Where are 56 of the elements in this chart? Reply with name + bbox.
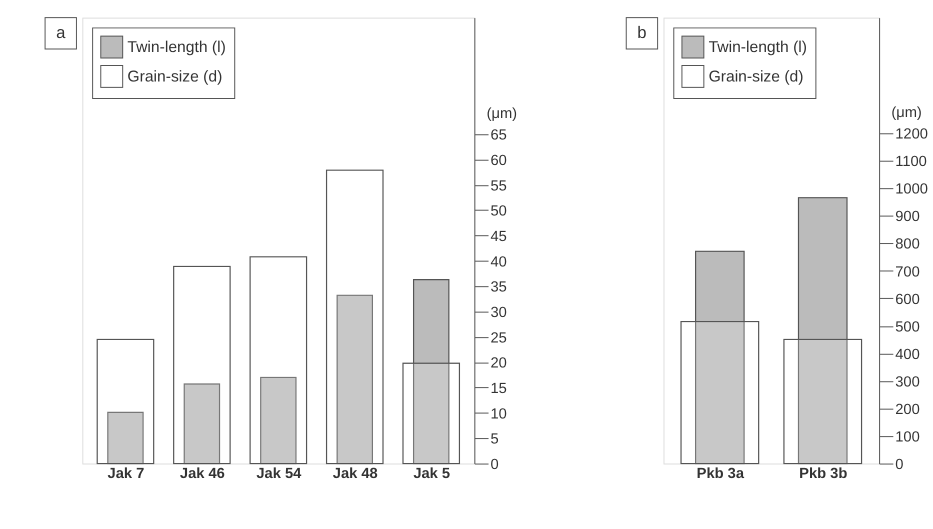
- y-tick-label: 50: [490, 204, 507, 220]
- bar: [402, 362, 460, 464]
- bar: [173, 266, 231, 464]
- y-tick-label: 1100: [895, 154, 927, 170]
- y-tick-label: 0: [895, 456, 904, 473]
- y-axis-title: (μm): [486, 106, 518, 122]
- y-tick-label: 800: [895, 236, 920, 253]
- bar: [326, 170, 384, 464]
- y-tick-label: 1200: [895, 126, 928, 143]
- y-tick-label: 15: [490, 380, 507, 397]
- text: a: [56, 23, 66, 42]
- bar: [107, 412, 144, 464]
- legend-label: Grain-size (d): [127, 68, 222, 86]
- bar: [694, 250, 745, 464]
- y-axis-title: (μm): [891, 105, 922, 122]
- y-tick-label: 300: [895, 374, 920, 390]
- y-tick-label: 60: [490, 152, 507, 169]
- y-tick-label: 55: [490, 178, 507, 194]
- text: b: [637, 23, 647, 42]
- legend-label: Grain-size (d): [708, 68, 804, 86]
- bar: [412, 279, 450, 464]
- y-tick-label: 1000: [895, 182, 928, 198]
- y-tick-label: 500: [895, 319, 920, 336]
- y-tick-label: 400: [895, 346, 920, 363]
- y-tick-label: 40: [490, 254, 507, 270]
- y-tick-label: 10: [490, 406, 507, 422]
- y-tick-label: 25: [490, 330, 507, 346]
- y-tick-label: 900: [895, 209, 920, 226]
- bar: [260, 376, 297, 464]
- y-tick-label: 65: [490, 128, 507, 144]
- x-tick-label: Jak 48: [332, 466, 378, 482]
- x-tick-label: Pkb 3b: [799, 466, 848, 482]
- legend-label: Twin-length (l): [708, 38, 807, 56]
- y-tick-label: 35: [490, 280, 507, 296]
- y-tick-label: 30: [490, 304, 507, 321]
- bar: [96, 338, 154, 464]
- bar: [783, 338, 862, 464]
- y-tick-label: 5: [490, 432, 499, 448]
- y-tick-label: 600: [895, 292, 920, 308]
- bar: [336, 294, 374, 464]
- bar: [250, 256, 308, 464]
- x-tick-label: Pkb 3a: [696, 466, 745, 482]
- y-tick-label: 700: [895, 264, 920, 280]
- y-tick-label: 0: [490, 456, 499, 473]
- bar: [680, 320, 760, 464]
- y-tick-label: 100: [895, 429, 920, 446]
- x-tick-label: Jak 5: [413, 466, 450, 482]
- legend-label: Twin-length (l): [127, 38, 226, 56]
- bar: [184, 383, 220, 464]
- y-tick-label: 45: [490, 228, 507, 245]
- y-tick-label: 20: [490, 356, 507, 372]
- y-tick-label: 200: [895, 402, 920, 418]
- x-tick-label: Jak 7: [108, 466, 144, 482]
- bar: [798, 197, 848, 464]
- x-tick-label: Jak 46: [180, 466, 225, 482]
- x-tick-label: Jak 54: [256, 466, 302, 482]
